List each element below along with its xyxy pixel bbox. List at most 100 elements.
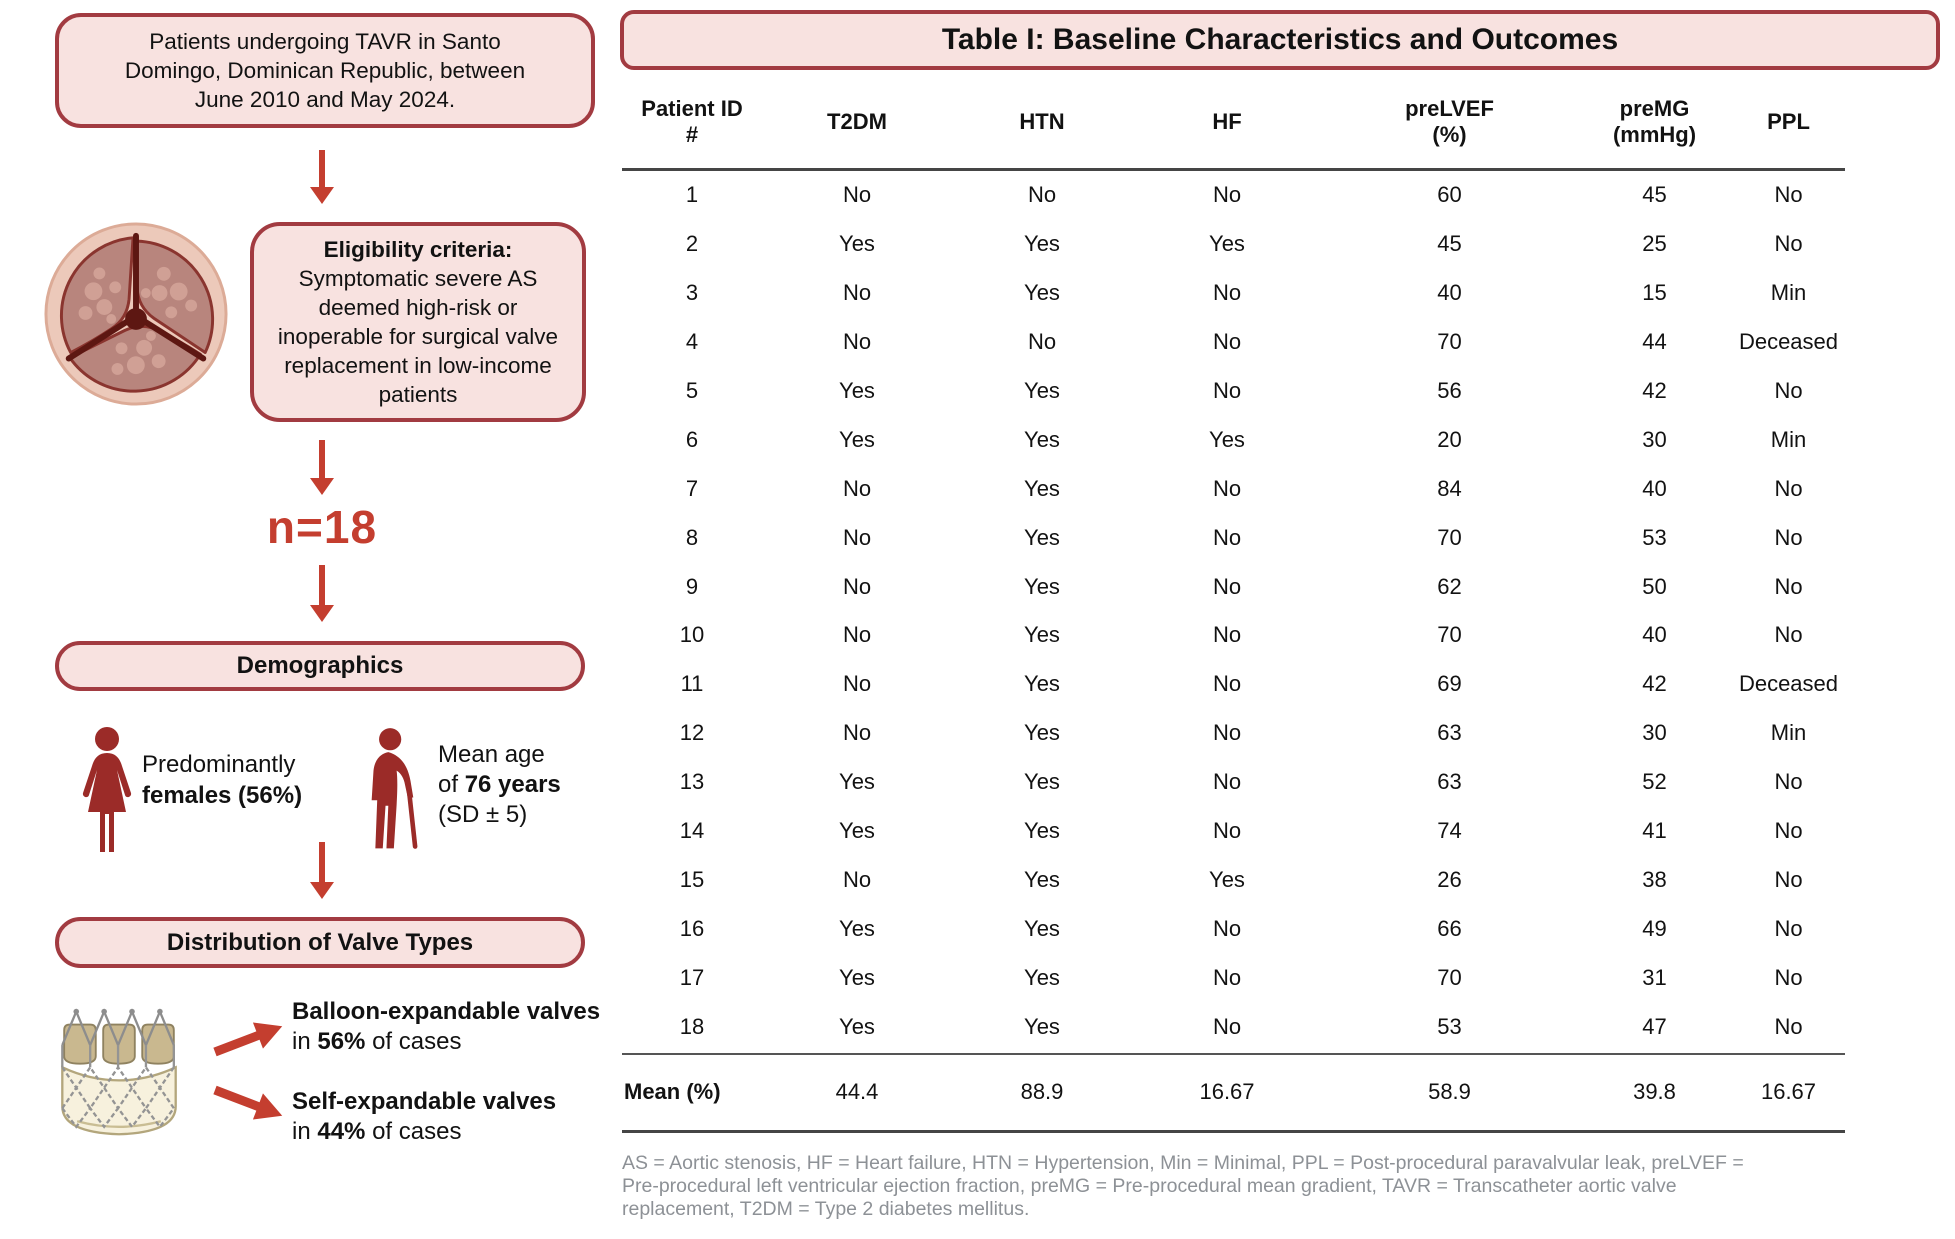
table-cell: Deceased bbox=[1738, 329, 1839, 355]
column-header: HTN bbox=[1019, 109, 1065, 134]
table-cell: 26 bbox=[1437, 866, 1462, 892]
age-stat-label: Mean age of 76 years (SD ± 5) bbox=[438, 741, 561, 828]
table-cell: 4 bbox=[685, 329, 699, 355]
table-cell: Min bbox=[1770, 426, 1807, 452]
table-cell: 53 bbox=[1642, 524, 1667, 550]
table-cell: Yes bbox=[1209, 426, 1245, 452]
table-cell: No bbox=[1774, 818, 1803, 844]
table-cell: No bbox=[1774, 915, 1803, 941]
table-cell: 70 bbox=[1437, 524, 1462, 550]
table-cell: Yes bbox=[1024, 280, 1060, 306]
table-cell: 15 bbox=[1642, 280, 1667, 306]
table-cell: No bbox=[842, 671, 872, 697]
table-cell: 49 bbox=[1642, 915, 1667, 941]
table-cell: No bbox=[1774, 573, 1803, 599]
table-cell: 63 bbox=[1437, 720, 1462, 746]
table-cell: Yes bbox=[1024, 964, 1060, 990]
table-cell: 45 bbox=[1437, 231, 1462, 257]
table-cell: 40 bbox=[1642, 475, 1667, 501]
table-row: 5 Yes Yes No 56 42 No bbox=[622, 367, 1845, 416]
column-header: preLVEF (%) bbox=[1405, 96, 1494, 147]
down-arrow-icon bbox=[310, 565, 334, 622]
female-stat-label: Predominantly females (56%) bbox=[142, 751, 303, 809]
table-cell: No bbox=[842, 573, 872, 599]
down-right-arrow-icon bbox=[212, 1080, 292, 1133]
mean-value: 44.4 bbox=[835, 1078, 879, 1104]
table-cell: No bbox=[842, 182, 872, 208]
table-cell: Yes bbox=[839, 818, 875, 844]
table-cell: 16 bbox=[679, 915, 705, 941]
table-cell: 31 bbox=[1642, 964, 1667, 990]
table-cell: No bbox=[1212, 329, 1242, 355]
table-row: 17 Yes Yes No 70 31 No bbox=[622, 953, 1845, 1002]
table-cell: Min bbox=[1770, 720, 1807, 746]
table-title: Table I: Baseline Characteristics and Ou… bbox=[620, 10, 1940, 70]
table-row: 4 No No No 70 44 Deceased bbox=[622, 318, 1845, 367]
table-cell: Yes bbox=[839, 915, 875, 941]
table-cell: 14 bbox=[679, 818, 705, 844]
table-cell: 47 bbox=[1642, 1013, 1667, 1039]
table-cell: Yes bbox=[839, 426, 875, 452]
table-cell: 11 bbox=[680, 671, 704, 697]
table-cell: 63 bbox=[1437, 769, 1462, 795]
balloon-valve-label: Balloon-expandable valves in 56% of case… bbox=[292, 998, 601, 1055]
footnote-line: replacement, T2DM = Type 2 diabetes mell… bbox=[622, 1198, 1030, 1220]
table-cell: Yes bbox=[1024, 426, 1060, 452]
footnote-line: Pre-procedural left ventricular ejection… bbox=[622, 1175, 1677, 1197]
table-cell: No bbox=[1212, 280, 1242, 306]
table-cell: 62 bbox=[1437, 573, 1462, 599]
demographics-header: Demographics bbox=[55, 641, 585, 691]
elderly-man-icon bbox=[355, 721, 429, 866]
table-cell: No bbox=[1212, 818, 1242, 844]
valve-types-header: Distribution of Valve Types bbox=[55, 917, 585, 968]
table-cell: 38 bbox=[1642, 866, 1667, 892]
table-body: 1 No No No 60 45 No 2 Yes Yes Yes 45 25 No 3 No Yes No 40 1… bbox=[622, 171, 1845, 1051]
table-cell: No bbox=[1212, 769, 1242, 795]
table-cell: 84 bbox=[1437, 475, 1462, 501]
column-header: HF bbox=[1212, 109, 1242, 134]
table-cell: Yes bbox=[839, 231, 875, 257]
table-row: 14 Yes Yes No 74 41 No bbox=[622, 807, 1845, 856]
table-cell: Yes bbox=[1024, 622, 1060, 648]
table-row: 13 Yes Yes No 63 52 No bbox=[622, 758, 1845, 807]
table-cell: Yes bbox=[1024, 671, 1060, 697]
mean-value: 39.8 bbox=[1633, 1078, 1676, 1104]
table-row: 16 Yes Yes No 66 49 No bbox=[622, 904, 1845, 953]
table-footnote: AS = Aortic stenosis, HF = Heart failure… bbox=[622, 1152, 1837, 1221]
study-population-text: Patients undergoing TAVR in Santo Doming… bbox=[124, 29, 526, 112]
aortic-valve-illustration bbox=[42, 220, 230, 408]
table-row: 6 Yes Yes Yes 20 30 Min bbox=[622, 415, 1845, 464]
table-cell: Yes bbox=[1209, 866, 1245, 892]
table-cell: No bbox=[842, 866, 872, 892]
table-cell: 17 bbox=[679, 964, 705, 990]
table-cell: 45 bbox=[1642, 182, 1667, 208]
table-row: 1 No No No 60 45 No bbox=[622, 171, 1845, 220]
table-cell: No bbox=[842, 475, 872, 501]
table-cell: No bbox=[1774, 622, 1803, 648]
table-row: 9 No Yes No 62 50 No bbox=[622, 562, 1845, 611]
table-cell: Yes bbox=[1024, 720, 1060, 746]
table-cell: 20 bbox=[1437, 426, 1462, 452]
table-cell: 6 bbox=[685, 426, 699, 452]
table-row: 11 No Yes No 69 42 Deceased bbox=[622, 660, 1845, 709]
mean-value: 88.9 bbox=[1020, 1078, 1064, 1104]
table-cell: 12 bbox=[679, 720, 705, 746]
table-cell: No bbox=[1774, 231, 1803, 257]
table-cell: Yes bbox=[1024, 818, 1060, 844]
table-cell: 52 bbox=[1642, 769, 1667, 795]
table-cell: 40 bbox=[1437, 280, 1462, 306]
table-cell: No bbox=[1212, 1013, 1242, 1039]
table-cell: No bbox=[1774, 866, 1803, 892]
table-cell: No bbox=[842, 622, 872, 648]
down-arrow-icon bbox=[310, 842, 334, 899]
mean-value: 58.9 bbox=[1428, 1078, 1471, 1104]
table-cell: No bbox=[1212, 475, 1242, 501]
mean-rule-top bbox=[622, 1053, 1845, 1055]
table-cell: 5 bbox=[685, 378, 699, 403]
column-header: preMG (mmHg) bbox=[1612, 96, 1697, 147]
table-row: 7 No Yes No 84 40 No bbox=[622, 464, 1845, 513]
table-cell: Yes bbox=[839, 769, 875, 795]
table-row: 10 No Yes No 70 40 No bbox=[622, 611, 1845, 660]
table-row: 3 No Yes No 40 15 Min bbox=[622, 269, 1845, 318]
table-cell: No bbox=[842, 329, 872, 355]
